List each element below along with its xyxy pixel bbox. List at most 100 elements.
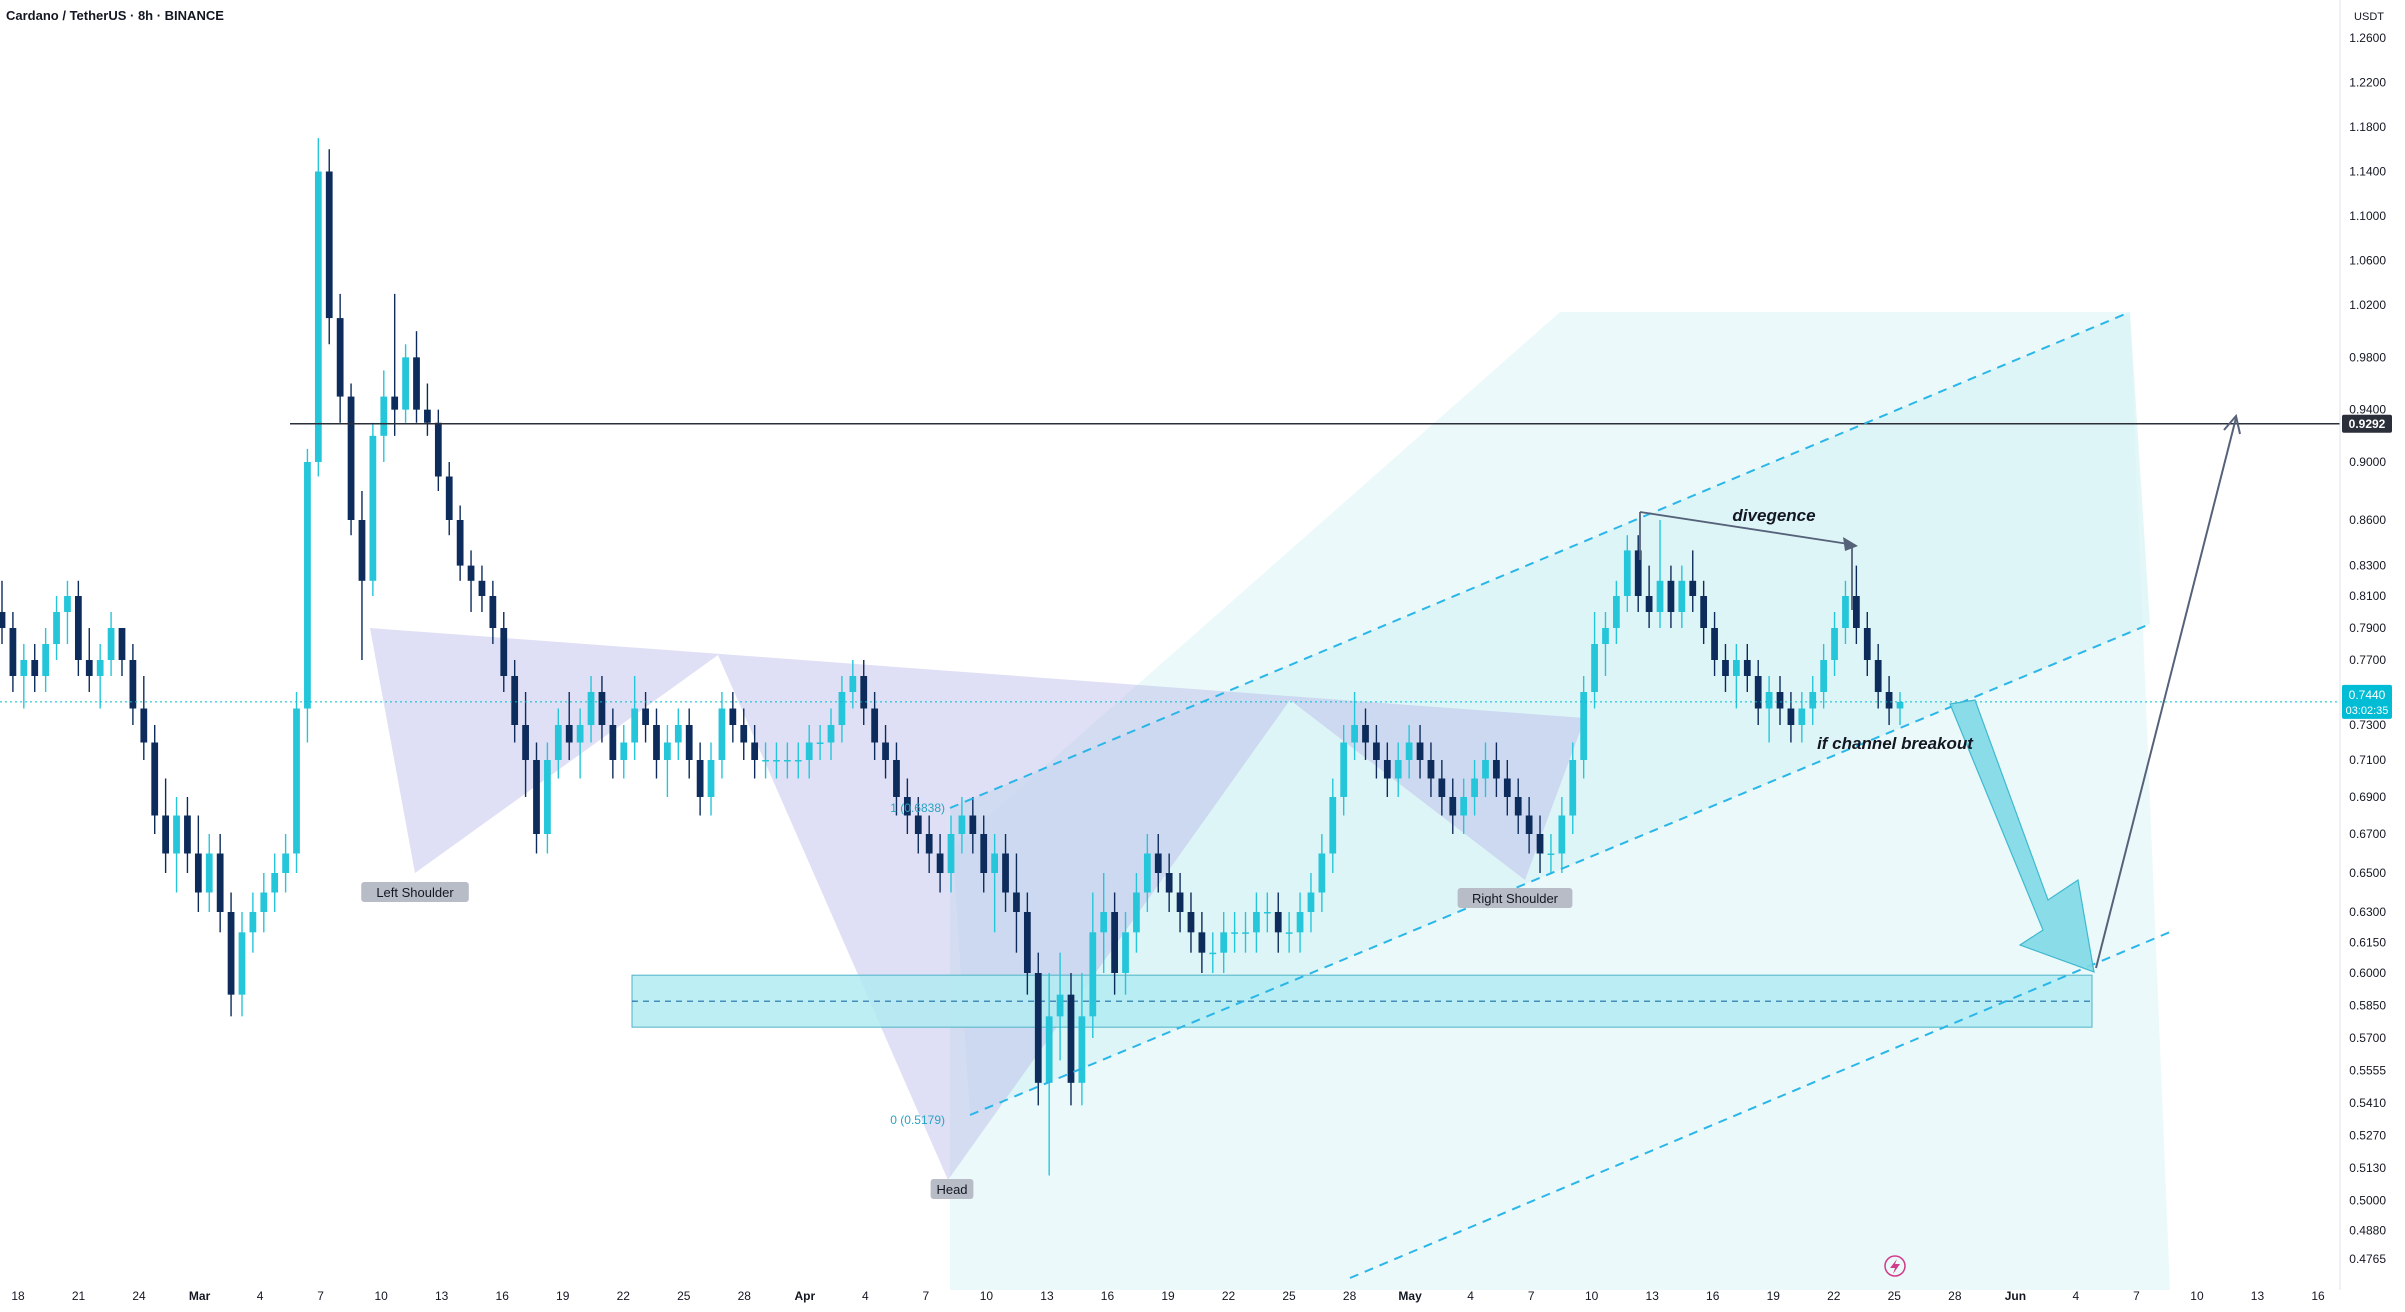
- candle: [707, 742, 715, 816]
- candle: [1743, 644, 1751, 692]
- candle: [1449, 778, 1457, 834]
- candle: [1100, 873, 1108, 973]
- candle: [1078, 973, 1086, 1106]
- price-tick-label: 0.7100: [2349, 753, 2386, 767]
- candle: [729, 692, 737, 743]
- time-tick-label: 7: [2133, 1289, 2140, 1303]
- candle-body: [1634, 550, 1642, 596]
- candle: [1613, 580, 1620, 644]
- candle-body: [958, 815, 966, 834]
- candle-body: [1722, 660, 1729, 676]
- candle: [173, 797, 180, 893]
- candle: [20, 644, 28, 709]
- candle-body: [696, 760, 704, 797]
- candle: [1874, 644, 1882, 709]
- candle-body: [729, 708, 737, 725]
- candle: [1482, 742, 1489, 797]
- price-tick-label: 0.9800: [2349, 350, 2386, 364]
- candle: [1645, 565, 1653, 628]
- price-tick-label: 0.5410: [2349, 1096, 2386, 1110]
- candle-body: [620, 742, 628, 760]
- candle-body: [478, 580, 486, 596]
- price-tick-label: 1.2600: [2349, 31, 2386, 45]
- channel-upper-line: [949, 311, 2131, 809]
- candle-body: [1340, 742, 1348, 797]
- candle: [1318, 834, 1326, 912]
- candle-body: [794, 760, 802, 762]
- time-tick-label: 22: [1222, 1289, 1236, 1303]
- price-tick-label: 0.8600: [2349, 513, 2386, 527]
- candle: [544, 742, 551, 854]
- candle: [227, 892, 235, 1017]
- time-tick-label: 16: [496, 1289, 510, 1303]
- candle: [1700, 580, 1708, 644]
- candle-body: [1569, 760, 1577, 816]
- candle-body: [336, 318, 344, 397]
- candle-body: [140, 708, 148, 743]
- candle-body: [0, 612, 6, 628]
- price-tick-label: 0.5555: [2349, 1064, 2386, 1078]
- candle: [1602, 612, 1609, 676]
- candle-body: [740, 725, 748, 743]
- candle: [609, 708, 617, 779]
- time-tick-label: 13: [2251, 1289, 2265, 1303]
- candle-body: [380, 396, 388, 436]
- candle: [1754, 660, 1762, 725]
- candle-body: [304, 462, 311, 709]
- time-tick-label: 24: [132, 1289, 146, 1303]
- time-axis[interactable]: 18 21 24 Mar 4 7 10 13 16 19 22 25 28 Apr 4 7 10 13 16 19 22…: [0, 1255, 2340, 1307]
- candle: [456, 505, 464, 581]
- candle: [413, 331, 420, 423]
- price-tick-label: 1.1400: [2349, 165, 2386, 179]
- lightning-icon[interactable]: [1884, 1255, 1906, 1277]
- time-tick-label: 13: [1040, 1289, 1054, 1303]
- candle: [511, 660, 519, 743]
- candle-body: [402, 357, 409, 410]
- candle: [925, 815, 933, 873]
- candle: [783, 742, 791, 779]
- candle-body: [424, 409, 431, 423]
- price-axis[interactable]: USDT 1.2600 1.2200 1.1800 1.1400 1.1000 1.0600…: [2339, 0, 2405, 1307]
- candle: [107, 612, 115, 676]
- candle: [936, 834, 944, 893]
- candle-body: [642, 708, 649, 725]
- time-tick-label: 19: [556, 1289, 570, 1303]
- target-up-arrow: [2095, 417, 2237, 969]
- candle-body: [184, 815, 191, 854]
- candle: [696, 742, 704, 816]
- candle: [1471, 760, 1478, 816]
- candle: [882, 725, 889, 779]
- head-label: Head: [936, 1182, 967, 1197]
- time-tick-label: 16: [2311, 1289, 2325, 1303]
- candle-body: [1623, 550, 1631, 596]
- candle-body: [1503, 778, 1511, 797]
- channel-middle-line: [969, 623, 2151, 1116]
- price-tick-label: 0.7900: [2349, 621, 2386, 635]
- time-tick-label: May: [1398, 1289, 1422, 1303]
- candle: [304, 448, 311, 743]
- candle-body: [369, 435, 377, 581]
- candle: [1253, 892, 1260, 953]
- candle-body: [1362, 725, 1369, 743]
- candle: [1220, 912, 1228, 973]
- symbol-header: Cardano / TetherUS · 8h · BINANCE: [6, 8, 224, 23]
- candle-body: [849, 676, 857, 692]
- candle: [445, 462, 453, 536]
- price-tick-label: 0.4765: [2349, 1252, 2386, 1266]
- candle-body: [685, 725, 693, 760]
- candle: [1056, 952, 1064, 1061]
- candle-body: [1656, 580, 1664, 612]
- time-tick-label: 4: [862, 1289, 869, 1303]
- candle: [1438, 760, 1446, 816]
- last-price-label: 0.7440: [2349, 688, 2386, 702]
- candle: [958, 797, 966, 854]
- candle: [424, 383, 431, 436]
- candle: [1111, 892, 1119, 995]
- candle-body: [1743, 660, 1751, 676]
- candle-body: [1776, 692, 1784, 709]
- candle-body: [9, 628, 17, 676]
- candle-body: [260, 892, 268, 912]
- candle-body: [1165, 873, 1173, 893]
